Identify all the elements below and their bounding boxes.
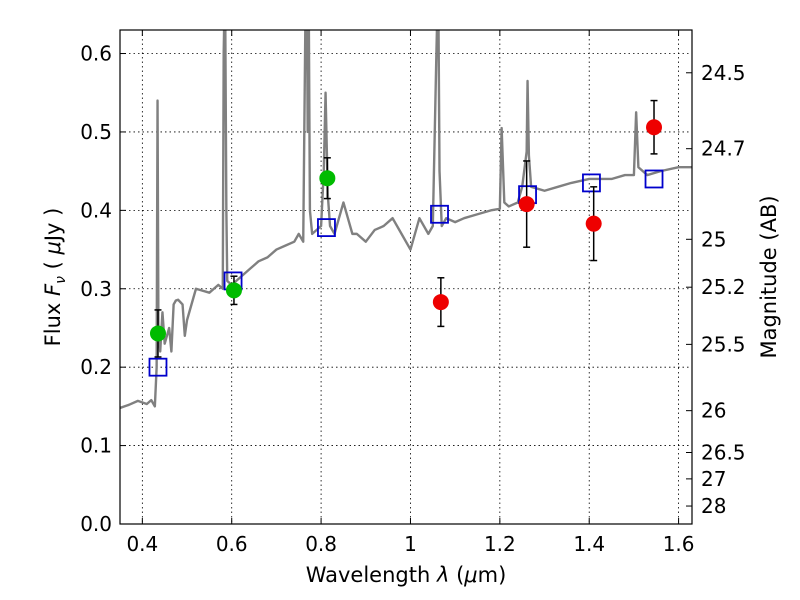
- y2-tick-label: 25: [701, 227, 726, 251]
- y2-tick-label: 25.5: [701, 332, 746, 356]
- y-tick-label: 0.6: [80, 42, 112, 66]
- y2-tick-label: 27: [701, 467, 726, 491]
- y-tick-label: 0.5: [80, 120, 112, 144]
- model-point: [317, 218, 336, 238]
- y-tick-label: 0.1: [80, 434, 112, 458]
- x-tick-label: 1: [404, 532, 417, 556]
- observed-point: [225, 282, 242, 299]
- model-point: [582, 173, 601, 193]
- y-tick-label: 0.2: [80, 355, 112, 379]
- x-tick-label: 0.8: [305, 532, 337, 556]
- observed-point: [432, 294, 449, 311]
- x-axis-label: Wavelength λ (μm): [306, 563, 507, 587]
- y-axis-label: Flux Fν ( μJy ): [41, 208, 69, 347]
- observed-point: [149, 325, 166, 342]
- x-tick-label: 0.4: [126, 532, 158, 556]
- x-tick-label: 1.4: [573, 532, 605, 556]
- x-tick-label: 1.6: [663, 532, 695, 556]
- x-tick-label: 0.6: [216, 532, 248, 556]
- spectrum-layer: [120, 30, 692, 410]
- y2-tick-label: 26.5: [701, 440, 746, 464]
- y2-tick-label: 26: [701, 399, 726, 423]
- y2-tick-label: 24.7: [701, 137, 746, 161]
- model-point: [644, 169, 664, 189]
- model-point: [148, 357, 168, 377]
- y2-axis-label: Magnitude (AB): [757, 195, 781, 358]
- observed-point: [585, 215, 602, 232]
- y-tick-label: 0.3: [80, 277, 112, 301]
- plot-frame: [119, 29, 693, 525]
- marker-layer: [148, 99, 664, 377]
- spectrum-line: [120, 30, 692, 410]
- plot-area: [120, 30, 692, 524]
- observed-point: [518, 196, 535, 213]
- ticks: 0.4 0.6 0.8 1 1.2 1.4 1.6 0.0 0.1 0.2 0.3 0.4 0.5 0.6…: [80, 30, 746, 556]
- y2-tick-label: 25.2: [701, 275, 746, 299]
- model-point: [430, 204, 449, 224]
- y2-tick-label: 28: [701, 494, 726, 518]
- y-tick-label: 0.0: [80, 512, 112, 536]
- y-tick-label: 0.4: [80, 198, 112, 222]
- observed-point: [646, 119, 663, 136]
- y2-tick-label: 24.5: [701, 61, 746, 85]
- x-tick-label: 1.2: [484, 532, 516, 556]
- observed-point: [319, 170, 336, 187]
